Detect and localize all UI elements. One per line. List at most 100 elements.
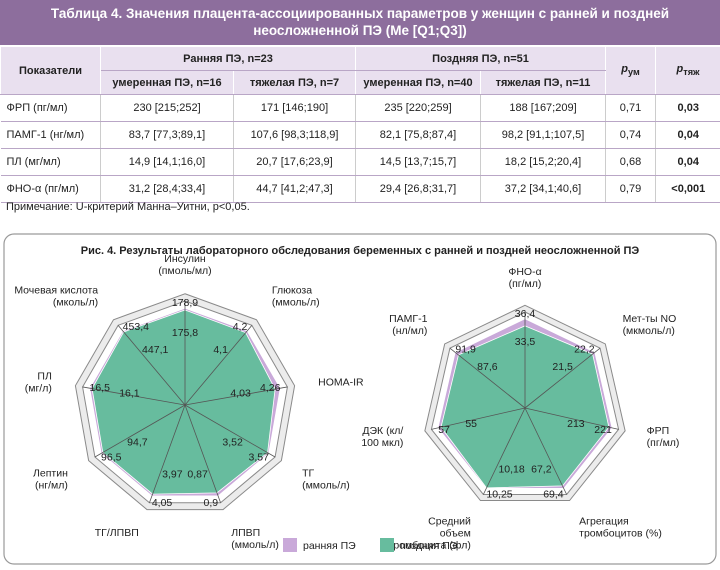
table-cell: ФРП (пг/мл)	[0, 94, 101, 122]
radar-spoke	[431, 407, 526, 430]
table-cell: 107,6 [98,3;118,9]	[233, 121, 356, 149]
data-label: 3,52	[222, 436, 243, 448]
axis-label-line: Агрегация	[579, 515, 629, 527]
table-cell: 0,71	[605, 94, 656, 122]
legend-label: поздняя ПЭ	[400, 540, 458, 552]
figure: Рис. 4. Результаты лабораторного обследо…	[3, 233, 717, 565]
table-cell: 0,03	[655, 94, 720, 122]
axis-label-line: ТГ	[302, 468, 314, 480]
axis-label-line: (пг/мл)	[647, 437, 680, 449]
table-cell: <0,001	[655, 175, 720, 203]
header-cell: Ранняя ПЭ, n=23	[100, 46, 356, 71]
table-cell: 188 [167;209]	[479, 94, 606, 122]
axis-label-line: (ммоль/л)	[272, 296, 320, 308]
axis-label-line: ЛПВП	[231, 527, 260, 539]
data-label: 221	[594, 424, 612, 436]
radar-spoke	[482, 407, 526, 495]
axis-label-line: (ммоль/л)	[302, 480, 350, 492]
table: Показатели Ранняя ПЭ, n=23 Поздняя ПЭ, n=5…	[0, 46, 720, 203]
axis-label: ФНО-α (пг/мл)	[508, 266, 541, 290]
axis-label: ТГ (ммоль/л)	[302, 468, 350, 492]
radar-spoke	[184, 325, 253, 406]
axis-label: ДЭК (кл/100 мкл)	[361, 425, 403, 449]
data-label: 0,9	[204, 497, 219, 509]
header-cell: тяжелая ПЭ, n=7	[233, 70, 356, 95]
axis-label-line: ДЭК (кл/	[362, 425, 403, 437]
data-label: 10,25	[486, 489, 512, 501]
radar-spoke	[524, 407, 568, 495]
axis-label-line: (пг/мл)	[509, 278, 542, 290]
header-cell: pум	[605, 46, 657, 95]
table-row: ПАМГ-1 (нг/мл) 83,7 [77,3;89,1] 107,6 [98,…	[0, 121, 720, 149]
axis-label-line: Лептин	[33, 468, 68, 480]
table-cell: 14,5 [13,7;15,7]	[355, 148, 481, 176]
data-label: 3,97	[162, 468, 183, 480]
table-row: ФНО-α (пг/мл) 31,2 [28,4;33,4] 44,7 [41,2;…	[0, 175, 720, 203]
table-cell: 37,2 [34,1;40,6]	[479, 175, 606, 203]
axis-label-line: тромбоцитов (%)	[579, 527, 662, 539]
axis-label-line: объем	[440, 527, 471, 539]
legend-swatch	[283, 538, 297, 552]
data-label: 4,1	[213, 344, 228, 356]
radar-spoke	[449, 347, 526, 409]
table-cell: ПЛ (мг/мл)	[0, 148, 101, 176]
axis-label-line: Глюкоза	[272, 284, 312, 296]
axis-label-line: (ммоль/л)	[231, 539, 279, 551]
axis-label-line: (пмоль/мл)	[158, 265, 211, 277]
p-symbol: p	[676, 63, 684, 76]
header-cell: Поздняя ПЭ, n=51	[354, 46, 607, 71]
data-label: 67,2	[531, 464, 552, 476]
radar-spoke	[524, 407, 619, 430]
data-label: 96,5	[101, 451, 122, 463]
table-cell: 0,74	[605, 121, 656, 149]
p-subscript: тяж	[683, 67, 700, 78]
data-label: 69,4	[543, 489, 564, 501]
table-cell: ФНО-α (пг/мл)	[0, 175, 101, 203]
table-cell: 14,9 [14,1;16,0]	[100, 148, 234, 176]
table-cell: 83,7 [77,3;89,1]	[100, 121, 234, 149]
data-label: 0,87	[187, 468, 208, 480]
axis-label-line: 100 мкл)	[361, 437, 403, 449]
data-label: 4,05	[152, 497, 173, 509]
axis-label: Мочевая кислота (мколь/л)	[14, 284, 98, 308]
table-cell: 20,7 [17,6;23,9]	[233, 148, 356, 176]
axis-label-line: (мкмоль/л)	[623, 325, 675, 337]
legend-label: ранняя ПЭ	[303, 540, 356, 552]
axis-label: ФРП (пг/мл)	[647, 425, 680, 449]
data-label: 94,7	[127, 436, 148, 448]
radar-spoke	[82, 386, 186, 406]
axis-label: Агрегация тромбоцитов (%)	[579, 515, 662, 539]
table-cell: 44,7 [41,2;47,3]	[233, 175, 356, 203]
axis-label-line: тромбоцита (фл)	[389, 539, 471, 551]
radar-spoke	[184, 404, 221, 503]
table-cell: 31,2 [28,4;33,4]	[100, 175, 234, 203]
data-label: 91,9	[455, 344, 476, 356]
header-cell: Показатели	[0, 46, 101, 95]
data-label: 36,4	[515, 308, 536, 320]
axis-label: ПАМГ-1 (нл/мл)	[389, 313, 427, 337]
radar-spoke	[184, 404, 276, 458]
radar-spoke	[149, 404, 186, 503]
axis-label-line: ТГ/ЛПВП	[95, 527, 139, 539]
header-cell: тяжелая ПЭ, n=11	[479, 70, 607, 95]
table-row: ФРП (пг/мл) 230 [215;252] 171 [146;190] 235…	[0, 94, 720, 122]
axis-label: Мет-ты NO (мкмоль/л)	[623, 313, 677, 337]
header-cell: умеренная ПЭ, n=16	[100, 70, 234, 95]
figure-title: Рис. 4. Результаты лабораторного обследо…	[81, 245, 640, 257]
axis-label: ЛПВП (ммоль/л)	[231, 527, 279, 551]
axis-label-line: ФРП	[647, 425, 670, 437]
table-cell: 29,4 [26,8;31,7]	[355, 175, 481, 203]
header-row: умеренная ПЭ, n=16 тяжелая ПЭ, n=7 умеренн…	[1, 70, 720, 95]
radar-spoke	[117, 325, 186, 406]
table-cell: 82,1 [75,8;87,4]	[355, 121, 481, 149]
table-cell: 230 [215;252]	[100, 94, 234, 122]
axis-label-line: ПАМГ-1	[389, 313, 427, 325]
data-label: 3,57	[249, 451, 270, 463]
table-cell: 235 [220;259]	[355, 94, 481, 122]
axis-label-line: Средний	[428, 515, 471, 527]
table-row: ПЛ (мг/мл) 14,9 [14,1;16,0] 20,7 [17,6;23,…	[0, 148, 720, 176]
data-label: 178,9	[172, 297, 198, 309]
axis-label-line: (нл/мл)	[392, 325, 427, 337]
data-label: 4,2	[233, 321, 248, 333]
